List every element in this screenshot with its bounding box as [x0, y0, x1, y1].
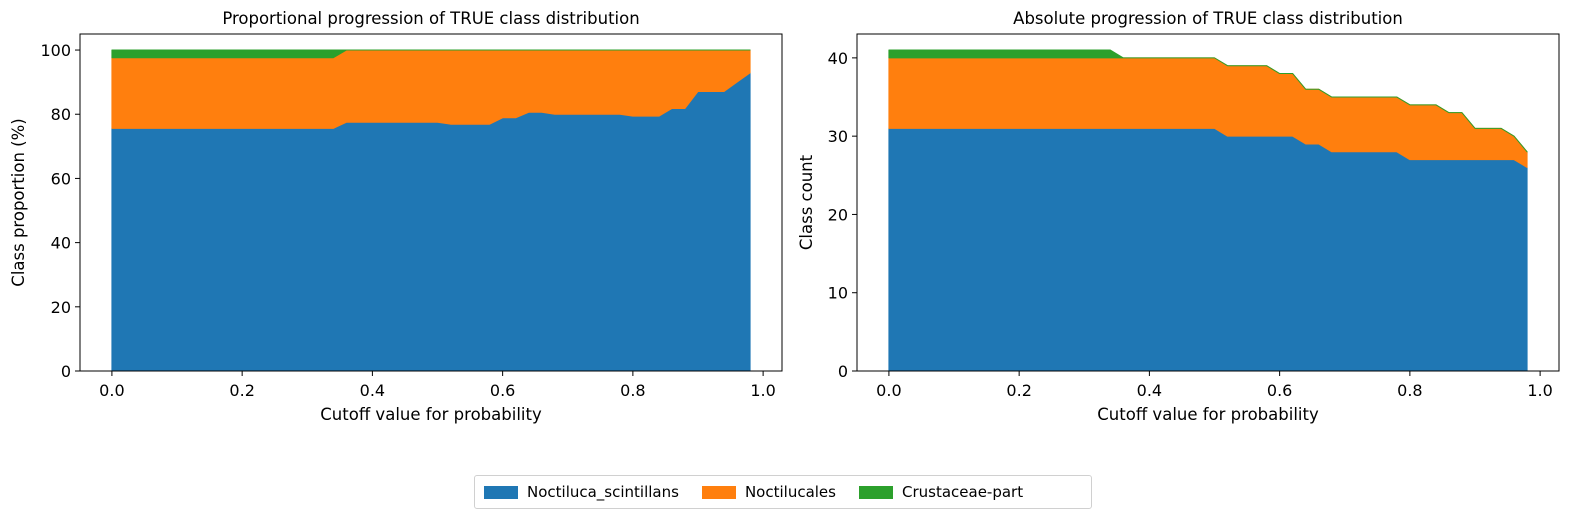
- chart2-x-tick-label: 0.4: [1137, 381, 1162, 400]
- chart2-y-tick-label: 10: [828, 284, 848, 303]
- chart1-x-tick-label: 0.6: [490, 381, 515, 400]
- chart2-x-tick-label: 0.8: [1397, 381, 1422, 400]
- chart1-x-tick-label: 0.2: [229, 381, 254, 400]
- legend-swatch-noctiluca-scintillans: [484, 485, 518, 499]
- legend: Noctiluca_scintillans Noctilucales Crust…: [474, 475, 1092, 509]
- chart2-axes-frame: [856, 33, 1560, 372]
- chart2-y-tick-label: 20: [828, 205, 848, 224]
- legend-swatch-crustaceae-part: [858, 485, 893, 499]
- chart1-y-tick-label: 40: [51, 234, 71, 253]
- chart1-x-tick-label: 0.4: [360, 381, 385, 400]
- chart2-y-tick-label: 30: [828, 127, 848, 146]
- chart2-title: Absolute progression of TRUE class distr…: [1013, 9, 1403, 28]
- chart1-y-tick-label: 20: [51, 298, 71, 317]
- chart2-x-axis-label: Cutoff value for probability: [1097, 405, 1319, 424]
- chart2-area-noctiluca-scintillans: [888, 127, 1528, 372]
- chart2-x-tick-label: 0.2: [1006, 381, 1031, 400]
- chart1-y-axis-label: Class proportion (%): [9, 118, 28, 286]
- chart1-area-crustaceae-part: [111, 49, 751, 59]
- chart1-y-tick-label: 100: [40, 41, 71, 60]
- legend-item-crustaceae-part: Crustaceae-part: [858, 483, 1024, 501]
- legend-label-noctiluca-scintillans: Noctiluca_scintillans: [527, 483, 679, 501]
- legend-label-crustaceae-part: Crustaceae-part: [901, 483, 1024, 501]
- legend-item-noctilucales: Noctilucales: [701, 483, 836, 501]
- chart1-area-noctilucales: [111, 49, 751, 129]
- chart1-y-tick-label: 60: [51, 169, 71, 188]
- chart2-y-axis-label: Class count: [797, 154, 816, 250]
- legend-label-noctilucales: Noctilucales: [744, 483, 836, 501]
- chart2-area-crustaceae-part: [888, 49, 1528, 153]
- chart1-x-tick-label: 0.0: [99, 381, 124, 400]
- chart2-y-tick-label: 0: [838, 362, 848, 381]
- chart1-title: Proportional progression of TRUE class d…: [222, 9, 639, 28]
- chart2-y-tick-label: 40: [828, 49, 848, 68]
- chart2-x-tick-label: 0.0: [876, 381, 901, 400]
- chart1-x-tick-label: 0.8: [620, 381, 645, 400]
- legend-item-noctiluca-scintillans: Noctiluca_scintillans: [484, 483, 679, 501]
- chart1-y-tick-label: 0: [61, 362, 71, 381]
- chart1-axes-frame: [79, 33, 783, 372]
- chart1-y-tick-label: 80: [51, 105, 71, 124]
- chart1-x-axis-label: Cutoff value for probability: [320, 405, 542, 424]
- chart2-x-tick-label: 1.0: [1527, 381, 1552, 400]
- legend-swatch-noctilucales: [701, 485, 736, 499]
- chart1-x-tick-label: 1.0: [750, 381, 775, 400]
- chart2-x-tick-label: 0.6: [1267, 381, 1292, 400]
